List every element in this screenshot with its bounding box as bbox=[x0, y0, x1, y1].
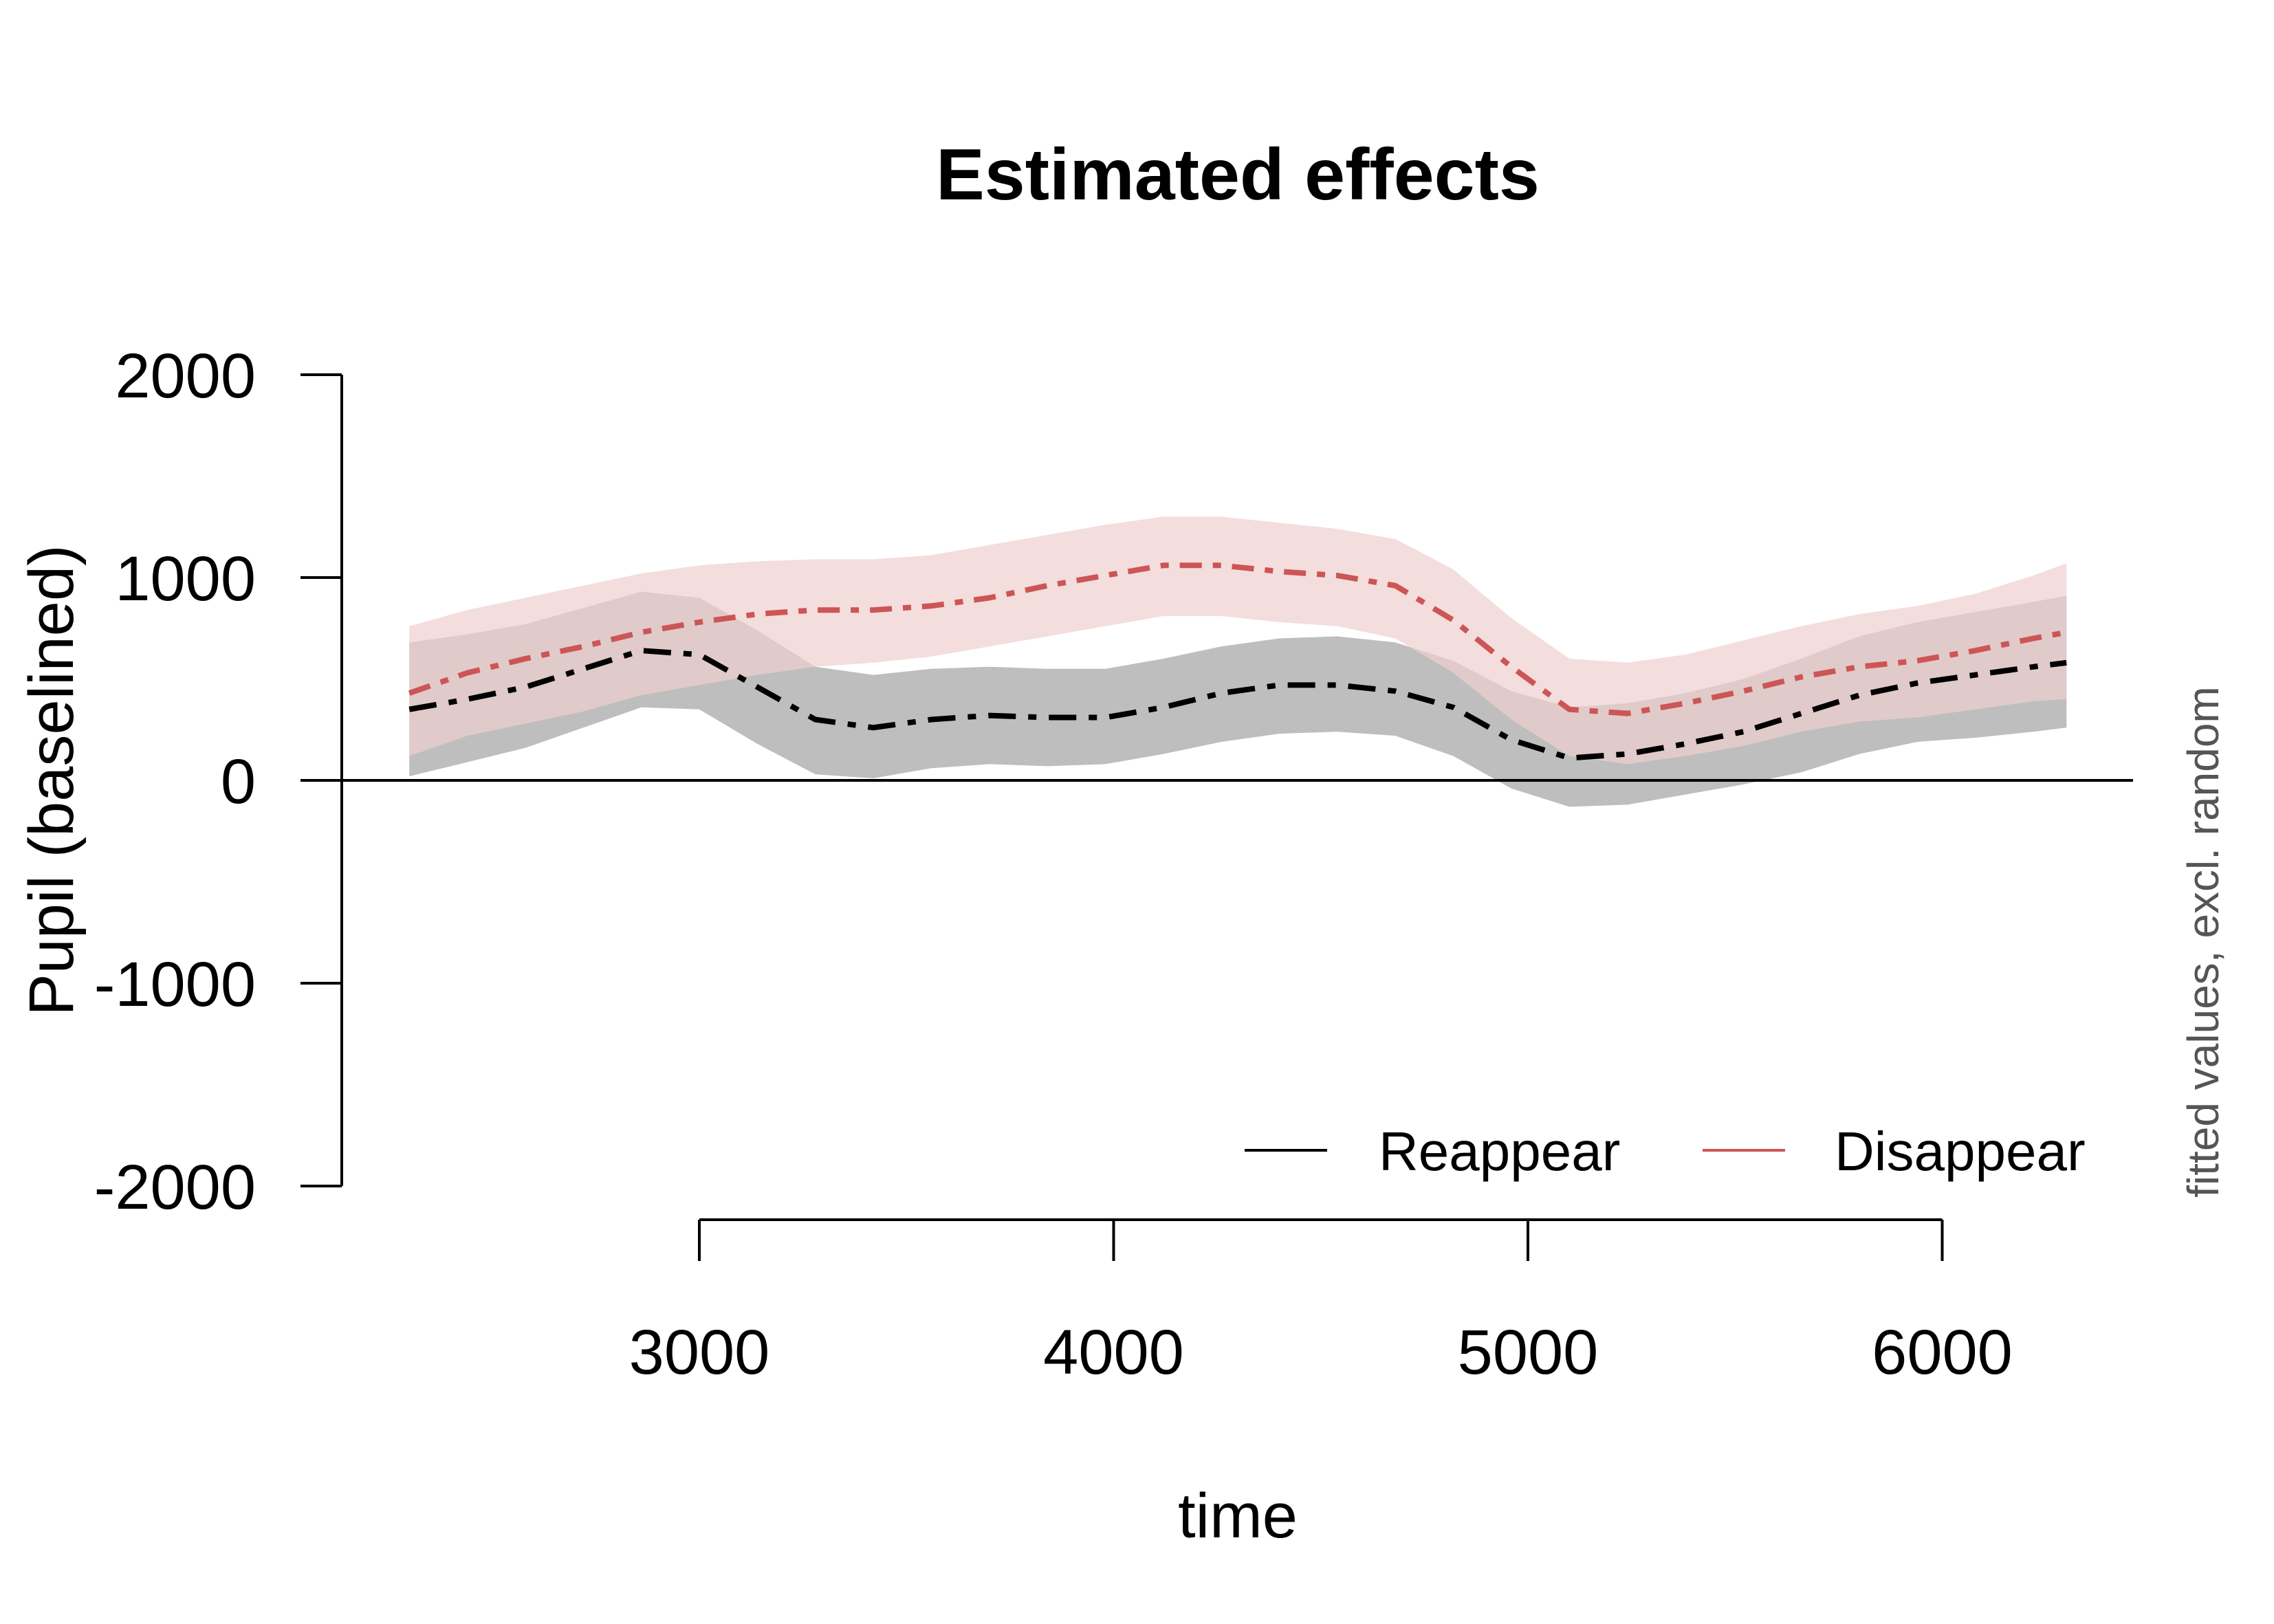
confidence-bands bbox=[409, 516, 2067, 807]
legend: Reappear Disappear bbox=[1245, 1121, 2086, 1182]
y-axis: 2000 1000 0 -1000 -2000 bbox=[94, 341, 343, 1222]
y-axis-title: Pupil (baselined) bbox=[17, 545, 87, 1016]
legend-label-disappear: Disappear bbox=[1835, 1121, 2086, 1182]
y-tick-label: -1000 bbox=[94, 950, 256, 1020]
y-tick-label: 2000 bbox=[115, 341, 256, 411]
x-tick-label: 5000 bbox=[1458, 1317, 1599, 1387]
y-tick-label: 1000 bbox=[115, 544, 256, 614]
x-axis: 3000 4000 5000 6000 bbox=[629, 1218, 2013, 1387]
band-disappear bbox=[409, 516, 2067, 765]
chart-title: Estimated effects bbox=[936, 134, 1540, 215]
x-tick-label: 6000 bbox=[1872, 1317, 2013, 1387]
y-tick-label: -2000 bbox=[94, 1152, 256, 1222]
line-disappear bbox=[408, 562, 2067, 716]
legend-label-reappear: Reappear bbox=[1379, 1121, 1620, 1182]
series-lines bbox=[408, 562, 2067, 761]
fitted-values-note: fitted values, excl. random bbox=[2178, 686, 2228, 1197]
x-axis-title: time bbox=[1178, 1481, 1298, 1551]
y-tick-label: 0 bbox=[221, 747, 256, 817]
x-tick-label: 3000 bbox=[629, 1317, 770, 1387]
x-tick-label: 4000 bbox=[1043, 1317, 1184, 1387]
line-reappear bbox=[408, 648, 2067, 761]
